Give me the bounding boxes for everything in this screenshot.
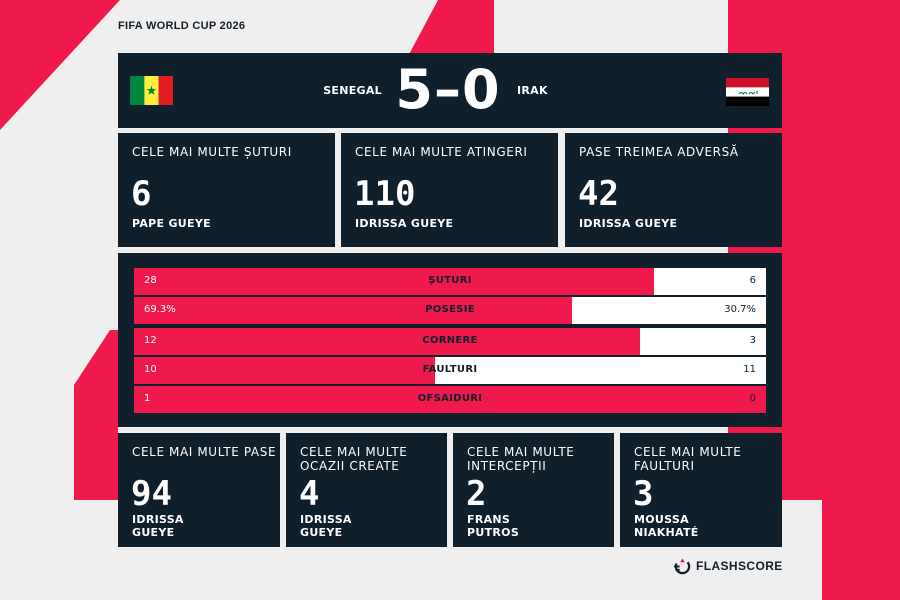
- team-stats-panel: 28 ȘUTURI 6 69.3% POSESIE 30.7% 12 CORNE…: [118, 253, 782, 427]
- top-card-touches: CELE MAI MULTE ATINGERI 110 IDRISSA GUEY…: [341, 133, 558, 247]
- flashscore-brand: FLASHSCORE: [674, 557, 783, 575]
- card-value: 94: [131, 474, 172, 514]
- stat-row-possession: 69.3% POSESIE 30.7%: [134, 297, 766, 324]
- home-value: 1: [144, 393, 151, 404]
- card-player: IDRISSA GUEYE: [300, 513, 420, 539]
- stat-row-corners: 12 CORNERE 3: [134, 328, 766, 355]
- card-player: PAPE GUEYE: [132, 217, 211, 230]
- iraq-flag-icon: [726, 78, 769, 106]
- stat-label: FAULTURI: [422, 364, 478, 375]
- stat-label: OFSAIDURI: [417, 393, 483, 404]
- card-label: CELE MAI MULTE OCAZII CREATE: [300, 445, 407, 473]
- card-player: IDRISSA GUEYE: [579, 217, 678, 230]
- card-player-line: GUEYE: [300, 526, 343, 539]
- stat-label: ȘUTURI: [428, 275, 472, 286]
- card-player: FRANS PUTROS: [467, 513, 587, 539]
- away-team-name: IRAK: [517, 84, 548, 97]
- card-value: 6: [131, 174, 152, 214]
- bottom-card-passes: CELE MAI MULTE PASE 94 IDRISSA GUEYE: [118, 433, 280, 547]
- event-title: FIFA WORLD CUP 2026: [118, 20, 246, 32]
- away-value: 30.7%: [724, 304, 756, 315]
- home-value: 69.3%: [144, 304, 176, 315]
- card-label: CELE MAI MULTE FAULTURI: [634, 445, 741, 473]
- card-value: 110: [354, 174, 416, 214]
- top-card-final-third-passes: PASE TREIMEA ADVERSĂ 42 IDRISSA GUEYE: [565, 133, 782, 247]
- home-share-bar: [134, 357, 435, 384]
- home-value: 12: [144, 335, 157, 346]
- card-value: 42: [578, 174, 619, 214]
- home-share-bar: [134, 328, 640, 355]
- card-label: CELE MAI MULTE PASE: [132, 445, 276, 459]
- card-label-line: CELE MAI MULTE PASE: [132, 445, 277, 459]
- card-label: CELE MAI MULTE INTERCEPȚII: [467, 445, 574, 473]
- card-label-line: CELE MAI MULTE: [467, 445, 575, 459]
- home-team-name: SENEGAL: [323, 84, 382, 97]
- bottom-card-chances-created: CELE MAI MULTE OCAZII CREATE 4 IDRISSA G…: [286, 433, 447, 547]
- senegal-flag-icon: [130, 76, 173, 105]
- card-player: MOUSSA NIAKHATÉ: [634, 513, 754, 539]
- home-value: 10: [144, 364, 157, 375]
- card-player-line: FRANS: [467, 513, 511, 526]
- stat-row-offsides: 1 OFSAIDURI 0: [134, 386, 766, 413]
- card-player: IDRISSA GUEYE: [355, 217, 454, 230]
- home-value: 28: [144, 275, 157, 286]
- card-player-line: PUTROS: [467, 526, 520, 539]
- card-player-line: MOUSSA: [634, 513, 689, 526]
- home-share-bar: [134, 386, 766, 413]
- stat-row-fouls: 10 FAULTURI 11: [134, 357, 766, 384]
- card-player-line: GUEYE: [132, 526, 175, 539]
- card-label-line: CELE MAI MULTE: [300, 445, 408, 459]
- home-share-bar: [134, 297, 572, 324]
- card-player: IDRISSA GUEYE: [132, 513, 252, 539]
- card-label-line: FAULTURI: [634, 459, 695, 473]
- stat-row-shots: 28 ȘUTURI 6: [134, 268, 766, 295]
- flashscore-logo-icon: [674, 557, 691, 574]
- card-player-line: IDRISSA: [132, 513, 184, 526]
- card-label: CELE MAI MULTE ȘUTURI: [132, 145, 292, 159]
- away-value: 0: [749, 393, 756, 404]
- away-value: 11: [743, 364, 756, 375]
- match-score: 5–0: [395, 58, 501, 121]
- card-player-line: NIAKHATÉ: [634, 526, 699, 539]
- bottom-card-interceptions: CELE MAI MULTE INTERCEPȚII 2 FRANS PUTRO…: [453, 433, 614, 547]
- away-value: 3: [749, 335, 756, 346]
- card-label-line: CELE MAI MULTE: [634, 445, 742, 459]
- card-label-line: INTERCEPȚII: [467, 459, 547, 473]
- stat-label: POSESIE: [425, 304, 475, 315]
- card-player-line: IDRISSA: [300, 513, 352, 526]
- card-label: PASE TREIMEA ADVERSĂ: [579, 145, 739, 159]
- away-value: 6: [749, 275, 756, 286]
- brand-name: FLASHSCORE: [696, 559, 783, 573]
- card-label: CELE MAI MULTE ATINGERI: [355, 145, 528, 159]
- home-share-bar: [134, 268, 655, 295]
- card-value: 3: [633, 474, 654, 514]
- bottom-card-fouls: CELE MAI MULTE FAULTURI 3 MOUSSA NIAKHAT…: [620, 433, 782, 547]
- card-value: 2: [466, 474, 487, 514]
- score-header: SENEGAL 5–0 IRAK: [118, 53, 782, 128]
- card-value: 4: [299, 474, 320, 514]
- card-label-line: OCAZII CREATE: [300, 459, 400, 473]
- stat-label: CORNERE: [422, 335, 478, 346]
- top-card-shots: CELE MAI MULTE ȘUTURI 6 PAPE GUEYE: [118, 133, 335, 247]
